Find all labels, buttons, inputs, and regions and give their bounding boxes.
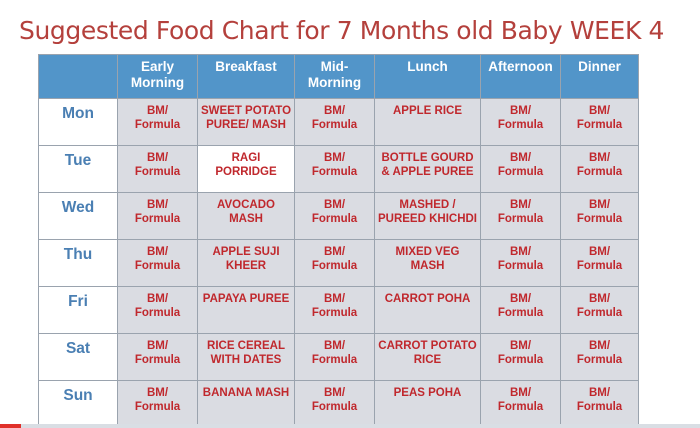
day-label: Sat — [38, 333, 118, 381]
table-row: Thu BM/ Formula APPLE SUJI KHEER BM/ For… — [38, 239, 639, 287]
table-cell: BM/ Formula — [480, 145, 561, 193]
page-title: Suggested Food Chart for 7 Months old Ba… — [19, 16, 664, 45]
column-header: Dinner — [560, 54, 639, 99]
table-row: Sat BM/ Formula RICE CEREAL WITH DATES B… — [38, 333, 639, 381]
table-row: Tue BM/ Formula RAGI PORRIDGE BM/ Formul… — [38, 145, 639, 193]
table-row: Mon BM/ Formula SWEET POTATO PUREE/ MASH… — [38, 98, 639, 146]
table-cell: MASHED / PUREED KHICHDI — [374, 192, 481, 240]
table-cell: BM/ Formula — [560, 239, 639, 287]
table-cell: BM/ Formula — [560, 192, 639, 240]
table-cell: BM/ Formula — [560, 145, 639, 193]
table-cell: BM/ Formula — [480, 380, 561, 428]
table-cell: BM/ Formula — [480, 239, 561, 287]
food-chart-table: Early Morning Breakfast Mid- Morning Lun… — [38, 54, 639, 428]
table-cell: BM/ Formula — [294, 98, 375, 146]
table-cell: BM/ Formula — [294, 239, 375, 287]
table-cell: BANANA MASH — [197, 380, 295, 428]
table-cell: BM/ Formula — [480, 333, 561, 381]
table-cell: APPLE RICE — [374, 98, 481, 146]
table-cell: MIXED VEG MASH — [374, 239, 481, 287]
table-cell: BM/ Formula — [480, 286, 561, 334]
table-cell: BM/ Formula — [117, 380, 198, 428]
table-cell: APPLE SUJI KHEER — [197, 239, 295, 287]
table-row: Fri BM/ Formula PAPAYA PUREE BM/ Formula… — [38, 286, 639, 334]
table-cell: BM/ Formula — [480, 98, 561, 146]
day-label: Wed — [38, 192, 118, 240]
table-row: Sun BM/ Formula BANANA MASH BM/ Formula … — [38, 380, 639, 428]
video-progress-bar[interactable] — [0, 424, 700, 428]
table-cell: PEAS POHA — [374, 380, 481, 428]
column-header: Afternoon — [480, 54, 561, 99]
table-cell: BM/ Formula — [560, 98, 639, 146]
table-cell: BOTTLE GOURD & APPLE PUREE — [374, 145, 481, 193]
day-label: Thu — [38, 239, 118, 287]
day-label: Sun — [38, 380, 118, 428]
table-cell: BM/ Formula — [560, 333, 639, 381]
table-cell: BM/ Formula — [117, 192, 198, 240]
header-row: Early Morning Breakfast Mid- Morning Lun… — [38, 54, 639, 99]
table-cell: CARROT POHA — [374, 286, 481, 334]
header-corner — [38, 54, 118, 99]
table-cell: BM/ Formula — [294, 333, 375, 381]
table-cell: BM/ Formula — [117, 145, 198, 193]
day-label: Mon — [38, 98, 118, 146]
table-cell: BM/ Formula — [294, 192, 375, 240]
column-header: Breakfast — [197, 54, 295, 99]
table-cell: SWEET POTATO PUREE/ MASH — [197, 98, 295, 146]
table-cell: BM/ Formula — [117, 98, 198, 146]
table-cell: BM/ Formula — [117, 239, 198, 287]
table-cell: BM/ Formula — [294, 380, 375, 428]
column-header: Mid- Morning — [294, 54, 375, 99]
table-cell: BM/ Formula — [294, 286, 375, 334]
table-cell: BM/ Formula — [480, 192, 561, 240]
column-header: Early Morning — [117, 54, 198, 99]
table-row: Wed BM/ Formula AVOCADO MASH BM/ Formula… — [38, 192, 639, 240]
table-cell: BM/ Formula — [117, 333, 198, 381]
table-cell: CARROT POTATO RICE — [374, 333, 481, 381]
table-cell: PAPAYA PUREE — [197, 286, 295, 334]
table-cell: BM/ Formula — [117, 286, 198, 334]
column-header: Lunch — [374, 54, 481, 99]
table-cell: BM/ Formula — [560, 380, 639, 428]
table-cell: RAGI PORRIDGE — [197, 145, 295, 193]
table-cell: AVOCADO MASH — [197, 192, 295, 240]
table-cell: BM/ Formula — [294, 145, 375, 193]
video-progress-fill — [0, 424, 21, 428]
day-label: Fri — [38, 286, 118, 334]
table-cell: BM/ Formula — [560, 286, 639, 334]
day-label: Tue — [38, 145, 118, 193]
table-cell: RICE CEREAL WITH DATES — [197, 333, 295, 381]
